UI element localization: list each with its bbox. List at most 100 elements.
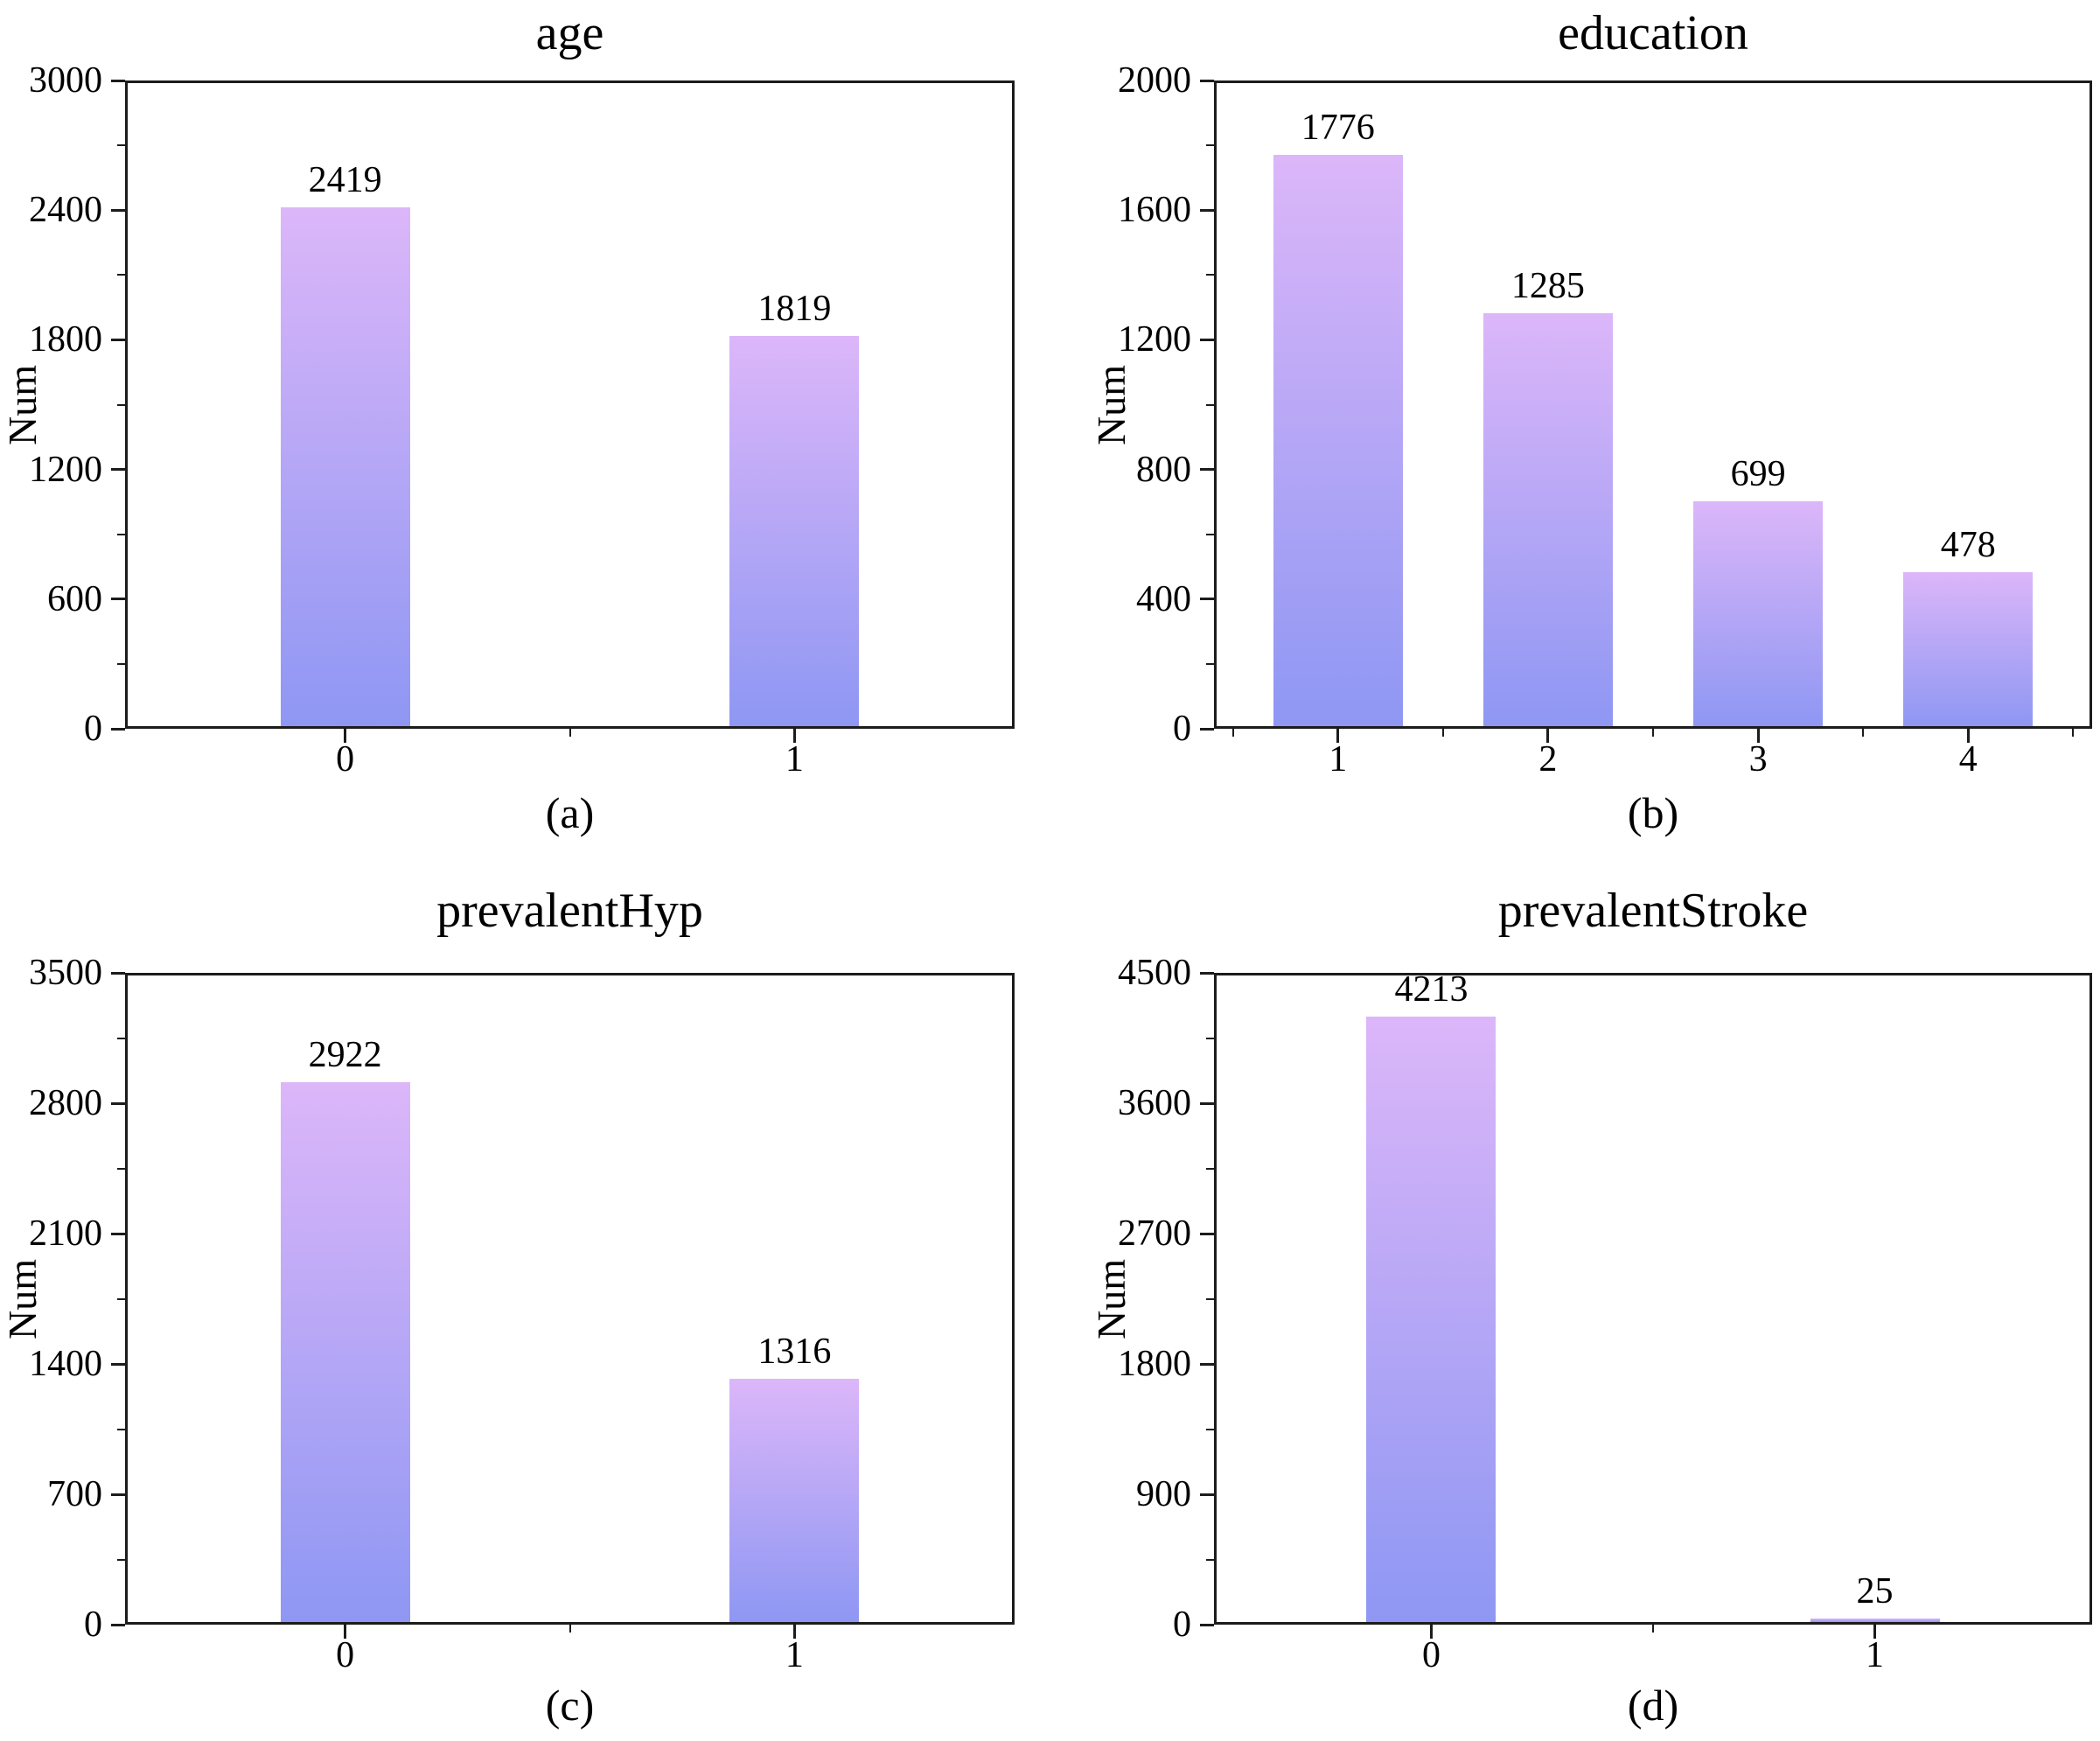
y-tick-label: 2000 (1118, 60, 1191, 101)
bar-value-label: 1819 (757, 289, 832, 329)
x-minor-tick (1231, 729, 1234, 737)
y-minor-tick (1206, 144, 1214, 147)
y-tick-label: 1200 (29, 449, 102, 490)
y-minor-tick (117, 274, 125, 276)
bar-prevalentHyp-0 (280, 1082, 410, 1622)
x-major-tick (344, 729, 347, 743)
y-tick-label: 600 (47, 578, 102, 619)
y-major-tick (111, 1362, 125, 1366)
x-minor-tick (2072, 729, 2075, 737)
x-tick-label: 1 (785, 739, 804, 780)
bar-age-1 (729, 336, 860, 726)
y-major-tick (1200, 468, 1214, 472)
chart-title: prevalentStroke (1497, 884, 1809, 938)
y-tick-label: 1800 (1118, 1344, 1191, 1384)
chart-prevalentstroke: prevalentStroke 0 900 1800 2700 3600 4500 0 4213… (1050, 870, 2100, 1741)
y-tick-label: 0 (1173, 709, 1191, 749)
chart-age: age 0 600 1200 1800 2400 3000 0 2419 1 1819 Num (a) (0, 0, 1050, 870)
y-major-tick (111, 1623, 125, 1626)
y-major-tick (1200, 79, 1214, 82)
y-minor-tick (117, 662, 125, 665)
y-major-tick (1200, 1101, 1214, 1105)
x-minor-tick (569, 729, 571, 737)
x-minor-tick (1652, 729, 1654, 737)
bar-value-label: 1776 (1301, 108, 1375, 148)
chart-title: education (1558, 6, 1748, 60)
x-major-tick (344, 1625, 347, 1639)
y-major-tick (111, 79, 125, 82)
y-axis-label: Num (0, 1258, 45, 1339)
y-minor-tick (1206, 1428, 1214, 1430)
plot-area (125, 973, 1015, 1625)
chart-prevalenthyp: prevalentHyp 0 700 1400 2100 2800 3500 0 2922 1 13… (0, 870, 1050, 1741)
bar-prevalentStroke-0 (1366, 1017, 1497, 1622)
chart-caption: (a) (545, 788, 595, 837)
y-tick-label: 0 (84, 1605, 102, 1645)
y-minor-tick (117, 533, 125, 535)
x-minor-tick (1652, 1625, 1654, 1633)
x-major-tick (792, 1625, 796, 1639)
y-minor-tick (1206, 1297, 1214, 1300)
y-axis-label: Num (1088, 1258, 1134, 1339)
x-minor-tick (1862, 729, 1865, 737)
x-minor-tick (1441, 729, 1444, 737)
y-major-tick (1200, 1493, 1214, 1496)
x-major-tick (1873, 1625, 1877, 1639)
bar-value-label: 25 (1856, 1571, 1894, 1612)
y-major-tick (1200, 1232, 1214, 1235)
y-tick-label: 1800 (29, 319, 102, 360)
y-major-tick (111, 727, 125, 731)
y-tick-label: 0 (1173, 1605, 1191, 1645)
y-major-tick (1200, 727, 1214, 731)
y-major-tick (111, 1101, 125, 1105)
y-minor-tick (1206, 1167, 1214, 1170)
y-tick-label: 0 (84, 709, 102, 749)
x-tick-label: 2 (1538, 739, 1558, 780)
x-tick-label: 1 (1329, 739, 1348, 780)
y-tick-label: 3500 (29, 953, 102, 993)
y-major-tick (111, 598, 125, 601)
y-tick-label: 800 (1136, 449, 1191, 490)
chart-caption: (d) (1627, 1681, 1679, 1730)
chart-title: prevalentHyp (436, 884, 703, 938)
y-major-tick (1200, 338, 1214, 341)
bar-age-0 (280, 207, 410, 726)
y-minor-tick (1206, 662, 1214, 665)
plot-area (1214, 80, 2092, 729)
y-major-tick (111, 1493, 125, 1496)
x-tick-label: 0 (1421, 1635, 1441, 1675)
x-tick-label: 0 (336, 739, 355, 780)
chart-title: age (535, 6, 604, 60)
y-minor-tick (1206, 533, 1214, 535)
y-tick-label: 2800 (29, 1083, 102, 1123)
bar-value-label: 1285 (1510, 266, 1585, 306)
y-major-tick (111, 338, 125, 341)
y-tick-label: 400 (1136, 578, 1191, 619)
y-major-tick (111, 1232, 125, 1235)
y-major-tick (1200, 208, 1214, 212)
y-tick-label: 2700 (1118, 1213, 1191, 1254)
x-tick-label: 1 (785, 1635, 804, 1675)
y-minor-tick (1206, 403, 1214, 406)
y-tick-label: 1600 (1118, 190, 1191, 231)
y-minor-tick (117, 403, 125, 406)
chart-caption: (c) (545, 1681, 595, 1730)
x-tick-label: 0 (336, 1635, 355, 1675)
y-tick-label: 700 (47, 1474, 102, 1514)
y-minor-tick (117, 1167, 125, 1170)
y-minor-tick (117, 1428, 125, 1430)
bar-prevalentHyp-1 (729, 1379, 860, 1622)
y-major-tick (111, 208, 125, 212)
x-major-tick (792, 729, 796, 743)
x-tick-label: 4 (1958, 739, 1978, 780)
y-tick-label: 1200 (1118, 319, 1191, 360)
bar-value-label: 4213 (1394, 969, 1469, 1010)
x-major-tick (1336, 729, 1340, 743)
plot-area (1214, 973, 2092, 1625)
y-tick-label: 1400 (29, 1344, 102, 1384)
bar-education-1 (1273, 155, 1403, 726)
y-minor-tick (117, 1037, 125, 1039)
bar-value-label: 1316 (757, 1332, 832, 1372)
y-axis-label: Num (0, 364, 45, 445)
y-major-tick (1200, 971, 1214, 975)
